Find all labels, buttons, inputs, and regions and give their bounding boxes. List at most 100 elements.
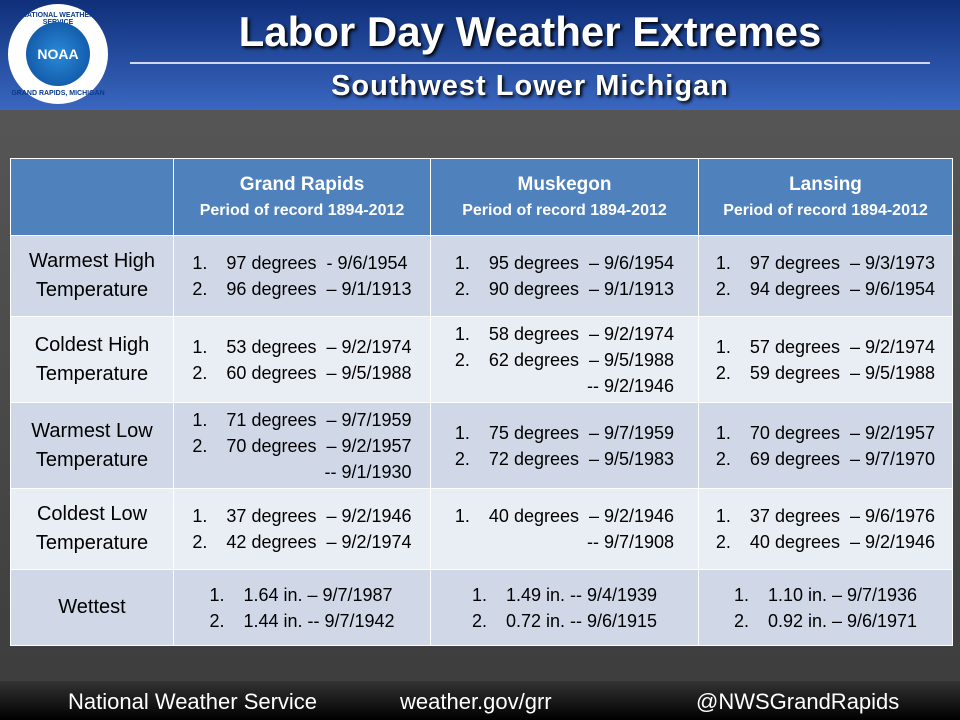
table-cell: 1. 53 degrees – 9/2/1974 2. 60 degrees – 9/… — [173, 316, 431, 403]
footer-left: National Weather Service — [68, 689, 318, 714]
list: 1. 1.64 in. – 9/7/1987 2. 1.44 in. -- 9/7/1… — [209, 582, 394, 634]
item-marker: 2. — [715, 532, 731, 552]
item-text: 70 degrees – 9/2/1957 — [749, 422, 936, 443]
column-name: Lansing — [789, 174, 862, 195]
item-text: 62 degrees – 9/5/1988 — [488, 349, 675, 370]
item-marker: 2. — [454, 448, 470, 469]
footer-center: weather.gov/grr — [400, 689, 552, 714]
logo-bottom: GRAND RAPIDS, MICHIGAN — [11, 90, 105, 97]
list-item: 1. 75 degrees – 9/7/1959 — [455, 420, 674, 446]
list-item: 1. 53 degrees – 9/2/1974 — [192, 334, 411, 360]
list-item: 1. 97 degrees - 9/6/1954 — [192, 250, 411, 276]
column-header: Lansing Period of record 1894-2012 — [698, 158, 953, 236]
table-cell: 1. 70 degrees – 9/2/1957 2. 69 degrees – 9/… — [698, 402, 953, 489]
table-cell: 1. 75 degrees – 9/7/1959 2. 72 degrees – 9/… — [430, 402, 699, 489]
item-text: 1.44 in. -- 9/7/1942 — [243, 610, 395, 631]
table-cell: 1. 37 degrees – 9/2/1946 2. 42 degrees – 9/… — [173, 488, 431, 570]
list-item: 2. 0.92 in. – 9/6/1971 — [734, 608, 917, 634]
list: 1. 58 degrees – 9/2/1974 2. 62 degrees – 9/… — [455, 321, 674, 399]
item-text: 95 degrees – 9/6/1954 — [488, 253, 675, 273]
item-text: 0.72 in. -- 9/6/1915 — [505, 610, 658, 631]
item-text: 42 degrees – 9/2/1974 — [226, 532, 412, 552]
table-cell: 1. 37 degrees – 9/6/1976 2. 40 degrees – 9/… — [698, 488, 953, 570]
row-label: Wettest — [10, 569, 174, 646]
cell-list: 1. 40 degrees – 9/2/1946 -- 9/7/1908 — [431, 503, 698, 555]
logo-center: NOAA — [26, 22, 90, 86]
column-name: Muskegon — [517, 174, 612, 195]
list-item: 1. 37 degrees – 9/6/1976 — [716, 503, 935, 529]
cell-list: 1. 97 degrees – 9/3/1973 2. 94 degrees – 9/… — [699, 250, 952, 302]
cell-list: 1. 75 degrees – 9/7/1959 2. 72 degrees – 9/… — [431, 420, 698, 472]
list-item: 2. 42 degrees – 9/2/1974 — [192, 529, 411, 555]
list: 1. 75 degrees – 9/7/1959 2. 72 degrees – 9/… — [455, 420, 674, 472]
list-item: 2. 72 degrees – 9/5/1983 — [455, 446, 674, 472]
cell-list: 1. 53 degrees – 9/2/1974 2. 60 degrees – 9/… — [174, 334, 430, 386]
list: 1. 40 degrees – 9/2/1946 -- 9/7/1908 — [455, 503, 674, 555]
list-item: 2. 90 degrees – 9/1/1913 — [455, 276, 674, 302]
item-text: 97 degrees – 9/3/1973 — [749, 253, 936, 273]
item-marker: 2. — [733, 610, 749, 631]
item-marker: 2. — [192, 362, 208, 383]
list: 1. 57 degrees – 9/2/1974 2. 59 degrees – 9/… — [716, 334, 935, 386]
table-row: Warmest High Temperature 1. 97 degrees - 9… — [10, 235, 953, 317]
item-text: 96 degrees – 9/1/1913 — [226, 279, 412, 299]
table-cell: 1. 1.64 in. – 9/7/1987 2. 1.44 in. -- 9/7/1… — [173, 569, 431, 646]
item-marker: 1. — [192, 506, 208, 526]
row-label: Coldest High Temperature — [10, 316, 174, 403]
column-header: Grand Rapids Period of record 1894-2012 — [173, 158, 431, 236]
continuation: -- 9/2/1946 — [587, 375, 675, 396]
item-text: 97 degrees - 9/6/1954 — [226, 253, 408, 273]
item-marker: 1. — [733, 584, 749, 605]
item-marker: 1. — [715, 253, 731, 273]
list: 1. 70 degrees – 9/2/1957 2. 69 degrees – 9/… — [716, 420, 935, 472]
table-row: Coldest High Temperature 1. 53 degrees – 9… — [10, 316, 953, 403]
list-item: 2. 62 degrees – 9/5/1988 — [455, 347, 674, 373]
records-table: Grand Rapids Period of record 1894-2012 Mu… — [10, 158, 953, 646]
list-item: 1. 37 degrees – 9/2/1946 — [192, 503, 411, 529]
list-item: 2. 94 degrees – 9/6/1954 — [716, 276, 935, 302]
column-period: Period of record 1894-2012 — [723, 202, 928, 219]
item-marker: 2. — [192, 279, 208, 299]
item-text: 90 degrees – 9/1/1913 — [488, 279, 675, 299]
table-cell: 1. 58 degrees – 9/2/1974 2. 62 degrees – 9/… — [430, 316, 699, 403]
cell-list: 1. 71 degrees – 9/7/1959 2. 70 degrees – 9/… — [174, 407, 430, 485]
item-marker: 1. — [715, 336, 731, 357]
table-cell: 1. 97 degrees - 9/6/1954 2. 96 degrees – 9/… — [173, 235, 431, 317]
list: 1. 95 degrees – 9/6/1954 2. 90 degrees – 9/… — [455, 250, 674, 302]
title: Labor Day Weather Extremes — [238, 8, 822, 55]
list: 1. 53 degrees – 9/2/1974 2. 60 degrees – 9/… — [192, 334, 411, 386]
item-marker: 2. — [715, 279, 731, 299]
list-item: 2. 59 degrees – 9/5/1988 — [716, 360, 935, 386]
item-marker: 1. — [192, 409, 208, 430]
item-text: 53 degrees – 9/2/1974 — [226, 336, 412, 357]
cell-list: 1. 1.49 in. -- 9/4/1939 2. 0.72 in. -- 9/6/… — [431, 582, 698, 634]
table-cell: 1. 97 degrees – 9/3/1973 2. 94 degrees – 9/… — [698, 235, 953, 317]
item-marker: 2. — [192, 435, 208, 456]
header-band: NATIONAL WEATHER SERVICE NOAA GRAND RAPI… — [0, 0, 960, 110]
table-cell: 1. 1.49 in. -- 9/4/1939 2. 0.72 in. -- 9/6/… — [430, 569, 699, 646]
item-marker: 1. — [715, 506, 731, 526]
item-text: 37 degrees – 9/2/1946 — [226, 506, 412, 526]
item-text: 1.10 in. – 9/7/1936 — [767, 584, 918, 605]
item-marker: 2. — [715, 448, 731, 469]
list-item: 2. 1.44 in. -- 9/7/1942 — [209, 608, 394, 634]
list: 1. 37 degrees – 9/6/1976 2. 40 degrees – 9/… — [716, 503, 935, 555]
column-period: Period of record 1894-2012 — [462, 202, 667, 219]
list-item: 2. 69 degrees – 9/7/1970 — [716, 446, 935, 472]
item-text: 71 degrees – 9/7/1959 — [226, 409, 412, 430]
row-label: Warmest High Temperature — [10, 235, 174, 317]
item-text: 0.92 in. – 9/6/1971 — [767, 610, 918, 631]
column-name: Grand Rapids — [239, 174, 365, 195]
list-item: 1. 58 degrees – 9/2/1974 — [455, 321, 674, 347]
list-item: 1. 70 degrees – 9/2/1957 — [716, 420, 935, 446]
item-marker: 1. — [454, 506, 470, 526]
item-marker: 1. — [715, 422, 731, 443]
item-marker: 1. — [471, 584, 487, 605]
list-item: 1. 1.10 in. – 9/7/1936 — [734, 582, 917, 608]
item-marker: 1. — [454, 253, 470, 273]
cell-list: 1. 58 degrees – 9/2/1974 2. 62 degrees – 9/… — [431, 321, 698, 399]
corner — [10, 158, 174, 236]
item-marker: 1. — [209, 584, 225, 605]
item-text: 75 degrees – 9/7/1959 — [488, 422, 675, 443]
